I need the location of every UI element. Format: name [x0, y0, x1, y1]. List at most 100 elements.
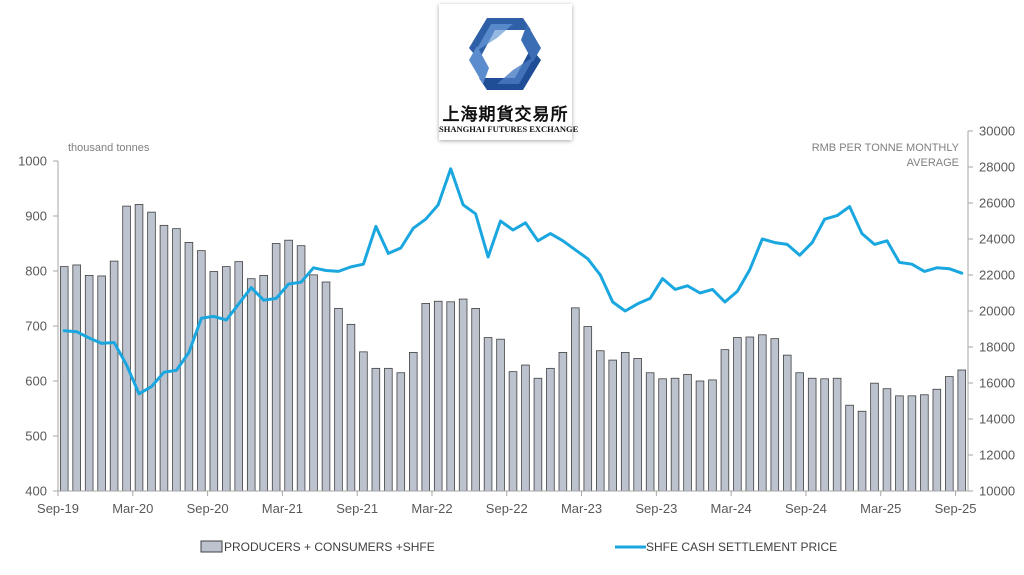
x-tick-label-5: Mar-22 [411, 501, 452, 516]
bar-12 [209, 271, 219, 492]
bar-63 [845, 404, 854, 492]
left-tick-label-500: 500 [25, 429, 47, 444]
bar-36 [508, 371, 518, 492]
bar-34 [483, 337, 493, 492]
bar-45 [620, 351, 630, 492]
bar-25 [371, 367, 381, 492]
bar-67 [895, 395, 904, 492]
right-tick-label-20000: 20000 [979, 304, 1015, 319]
x-tick-label-9: Mar-24 [711, 501, 752, 516]
bar-40 [558, 351, 568, 492]
bar-5 [122, 205, 131, 492]
bar-50 [683, 373, 692, 492]
bar-13 [222, 266, 231, 492]
bar-20 [309, 274, 318, 492]
bar-38 [533, 377, 543, 492]
right-axis-unit-label-line1: RMB PER TONNE MONTHLY [812, 142, 960, 154]
right-tick-label-28000: 28000 [979, 160, 1015, 175]
bar-23 [346, 323, 356, 492]
x-tick-label-2: Sep-20 [187, 501, 229, 516]
bar-11 [197, 250, 206, 492]
bar-48 [658, 378, 667, 492]
bar-46 [633, 358, 642, 492]
bar-41 [571, 307, 580, 492]
bar-72 [957, 369, 967, 492]
bar-65 [870, 382, 879, 492]
left-tick-label-400: 400 [25, 484, 47, 499]
x-tick-label-4: Sep-21 [336, 501, 378, 516]
bar-69 [920, 394, 929, 492]
legend-bar-label: PRODUCERS + CONSUMERS +SHFE [224, 540, 435, 554]
legend-line-label: SHFE CASH SETTLEMENT PRICE [646, 540, 837, 554]
bar-1 [72, 264, 81, 492]
bar-39 [546, 367, 555, 492]
left-tick-label-1000: 1000 [18, 154, 47, 169]
bar-15 [246, 278, 256, 492]
bar-28 [409, 351, 418, 492]
left-tick-label-800: 800 [25, 264, 47, 279]
bar-29 [421, 303, 431, 492]
right-tick-label-22000: 22000 [979, 268, 1015, 283]
right-tick-label-12000: 12000 [979, 448, 1015, 463]
x-tick-label-10: Sep-24 [785, 501, 827, 516]
bar-55 [745, 336, 755, 492]
bar-10 [184, 241, 194, 492]
logo-english-name: SHANGHAI FUTURES EXCHANGE [439, 124, 579, 134]
left-tick-label-600: 600 [25, 374, 47, 389]
bar-22 [334, 307, 343, 492]
shfe-emblem-icon [469, 18, 541, 90]
legend: PRODUCERS + CONSUMERS +SHFE SHFE CASH SE… [200, 540, 837, 554]
bar-56 [758, 334, 767, 492]
bar-42 [583, 326, 593, 492]
bar-49 [670, 377, 680, 492]
bar-60 [807, 377, 817, 492]
right-tick-label-18000: 18000 [979, 340, 1015, 355]
bar-43 [596, 350, 605, 492]
bar-21 [321, 281, 331, 492]
bar-53 [720, 349, 730, 492]
left-tick-label-900: 900 [25, 209, 47, 224]
right-tick-label-30000: 30000 [979, 124, 1015, 139]
bar-16 [259, 274, 268, 492]
bar-47 [645, 372, 655, 492]
bar-17 [271, 243, 281, 492]
bar-58 [782, 354, 792, 492]
x-tick-label-12: Sep-25 [935, 501, 977, 516]
series-line-shfe-cash-settlement-price [62, 167, 964, 396]
right-tick-label-14000: 14000 [979, 412, 1015, 427]
bar-0 [59, 266, 69, 492]
bar-54 [733, 337, 742, 492]
bar-35 [496, 338, 505, 492]
x-tick-label-11: Mar-25 [860, 501, 901, 516]
bar-8 [159, 224, 169, 492]
bar-66 [882, 388, 892, 492]
logo-chinese-name: 上海期貨交易所 [442, 105, 569, 125]
x-tick-label-0: Sep-19 [37, 501, 79, 516]
shfe-logo: 上海期貨交易所 SHANGHAI FUTURES EXCHANGE [439, 4, 579, 140]
bar-26 [384, 367, 393, 492]
bar-33 [471, 307, 480, 492]
bar-37 [521, 364, 530, 492]
bars-layer [59, 204, 967, 492]
left-axis-unit-label: thousand tonnes [68, 142, 150, 154]
bar-32 [458, 298, 468, 492]
bar-7 [147, 211, 156, 492]
bar-62 [832, 377, 842, 492]
ticks-layer: 400 500 600 700 800 900 1000 10000 12000 14000 160… [18, 124, 1015, 517]
right-tick-label-16000: 16000 [979, 376, 1015, 391]
x-tick-label-1: Mar-20 [112, 501, 153, 516]
bar-4 [109, 260, 119, 492]
legend-bar-swatch [200, 540, 223, 553]
bar-64 [857, 410, 867, 492]
x-tick-label-7: Mar-23 [561, 501, 602, 516]
bar-27 [396, 372, 406, 492]
bar-31 [446, 301, 455, 492]
bar-52 [708, 379, 717, 492]
bar-14 [234, 261, 244, 492]
bar-6 [134, 204, 144, 492]
bar-57 [770, 338, 780, 492]
right-tick-label-10000: 10000 [979, 484, 1015, 499]
bar-18 [284, 239, 293, 492]
x-tick-label-3: Mar-21 [262, 501, 303, 516]
